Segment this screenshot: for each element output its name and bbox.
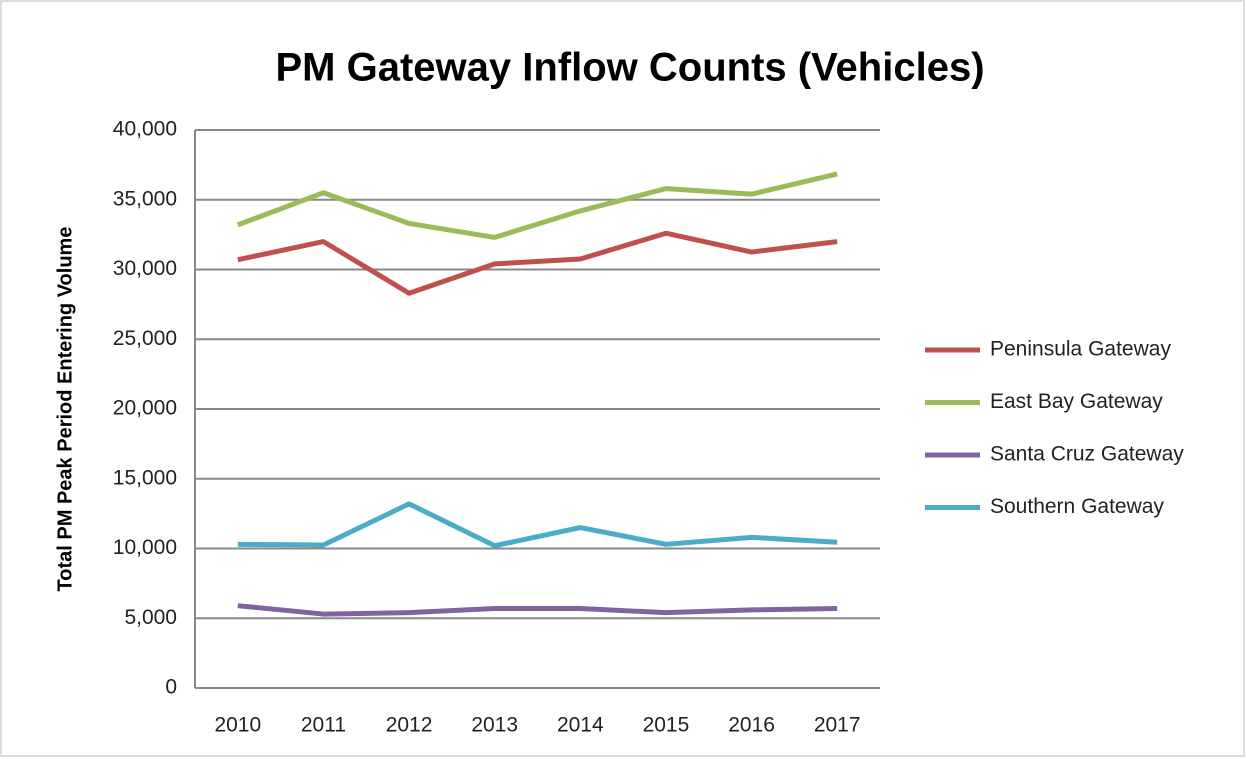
series-line	[236, 171, 838, 240]
y-tick-label: 10,000	[113, 536, 177, 559]
y-tick-label: 15,000	[113, 466, 177, 489]
x-tick-label: 2016	[728, 714, 775, 737]
x-tick-label: 2014	[557, 714, 604, 737]
chart-title: PM Gateway Inflow Counts (Vehicles)	[275, 46, 984, 90]
y-tick-label: 20,000	[113, 397, 177, 420]
y-tick-label: 35,000	[113, 187, 177, 210]
legend-label: East Bay Gateway	[990, 390, 1163, 413]
series-line	[237, 603, 838, 617]
legend-label: Southern Gateway	[990, 495, 1164, 518]
legend-label: Peninsula Gateway	[990, 338, 1171, 361]
x-tick-label: 2013	[471, 714, 518, 737]
y-tick-label: 40,000	[113, 118, 177, 141]
y-axis-label: Total PM Peak Period Entering Volume	[54, 227, 76, 592]
y-tick-label: 25,000	[113, 327, 177, 350]
y-tick-label: 0	[165, 676, 177, 699]
y-tick-label: 30,000	[113, 257, 177, 280]
legend-label: Santa Cruz Gateway	[990, 443, 1184, 466]
x-tick-label: 2015	[643, 714, 690, 737]
x-tick-label: 2017	[814, 714, 861, 737]
y-tick-label: 5,000	[124, 606, 177, 629]
x-tick-label: 2012	[386, 714, 433, 737]
x-tick-label: 2010	[214, 714, 261, 737]
series-line	[237, 230, 838, 296]
series-line	[237, 501, 838, 549]
x-tick-label: 2011	[301, 714, 346, 737]
